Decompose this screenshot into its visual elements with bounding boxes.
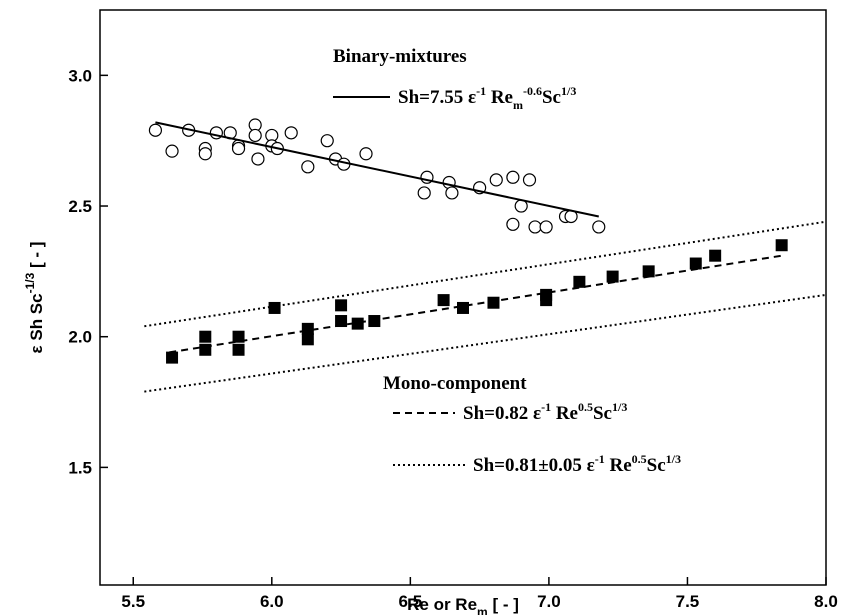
point [320, 134, 334, 148]
point [487, 296, 500, 309]
fit-line [144, 220, 827, 328]
point [232, 330, 245, 343]
point [606, 270, 619, 283]
point [592, 220, 606, 234]
fit-line [169, 254, 782, 354]
point [528, 220, 542, 234]
x-tick-label: 5.5 [121, 592, 145, 611]
point [301, 160, 315, 174]
rich-text: Re or Rem [ - ] [407, 595, 519, 615]
point [148, 123, 163, 137]
point [251, 152, 265, 166]
rich-text: ε Sh Sc-1/3 [ - ] [23, 242, 46, 354]
text-part: 1/3 [666, 452, 681, 466]
y-tick-label: 2.5 [68, 197, 92, 216]
text-part: 1/3 [561, 84, 576, 98]
text-part: 0.5 [632, 452, 647, 466]
point [166, 351, 179, 364]
legend-heading: Binary-mixtures [333, 46, 467, 67]
point [540, 294, 553, 307]
fit-line [155, 121, 599, 218]
point [335, 315, 348, 328]
text-part: Sh=0.81±0.05 ε [473, 455, 595, 476]
text-part: Sc [647, 455, 666, 476]
point [199, 330, 212, 343]
point [335, 299, 348, 312]
point [231, 141, 246, 156]
point [445, 186, 459, 200]
point [539, 220, 553, 234]
x-tick-label: 7.0 [537, 592, 561, 611]
text-part: Sc [542, 87, 561, 108]
text-part: Re [486, 87, 513, 108]
point [368, 315, 381, 328]
point [573, 275, 586, 288]
point [457, 301, 469, 314]
point [165, 144, 179, 158]
x-tick-label: 8.0 [814, 592, 838, 611]
point [248, 128, 262, 143]
text-part: 1/3 [612, 400, 627, 414]
point [489, 173, 503, 187]
text-part: -1 [541, 400, 551, 414]
text-part: -1 [595, 452, 605, 466]
point [417, 186, 431, 200]
point [351, 317, 364, 330]
text-part: -0.6 [523, 84, 542, 98]
point [709, 249, 722, 262]
point [506, 217, 520, 231]
point [437, 294, 450, 307]
text-part: Re [605, 455, 632, 476]
legend-heading: Mono-component [383, 373, 527, 394]
point [268, 301, 281, 314]
text-part: Sc [593, 403, 612, 424]
x-tick-label: 6.0 [260, 592, 284, 611]
text-part: Sh=7.55 ε [398, 87, 476, 108]
point [359, 147, 373, 161]
x-tick-label: 7.5 [676, 592, 700, 611]
text-part: m [513, 98, 523, 112]
y-tick-label: 2.0 [68, 328, 92, 347]
text-part: 0.5 [578, 400, 593, 414]
rich-text: Sh=7.55 ε-1 Rem-0.6Sc1/3 [398, 84, 576, 112]
plot-frame [99, 9, 827, 586]
point [284, 126, 298, 140]
point [642, 265, 655, 278]
point [775, 239, 788, 252]
rich-text: Sh=0.81±0.05 ε-1 Re0.5Sc1/3 [473, 452, 681, 476]
text-part: -1/3 [23, 272, 37, 293]
point [232, 343, 245, 356]
text-part: m [477, 605, 488, 615]
point [198, 147, 212, 161]
text-part: Re [551, 403, 578, 424]
y-tick-label: 1.5 [68, 458, 92, 477]
text-part: [ - ] [488, 595, 519, 614]
text-part: -1 [476, 84, 486, 98]
y-tick-label: 3.0 [68, 66, 92, 85]
point [689, 257, 702, 270]
point [301, 333, 314, 346]
rich-text: Sh=0.82 ε-1 Re0.5Sc1/3 [463, 400, 627, 424]
point [506, 170, 520, 184]
text-part: [ - ] [27, 242, 46, 273]
x-tick-label: 6.5 [399, 592, 423, 611]
text-part: Sh=0.82 ε [463, 403, 541, 424]
text-part: ε Sh Sc [27, 293, 46, 353]
text-part: Re or Re [407, 595, 477, 614]
point [522, 173, 537, 187]
